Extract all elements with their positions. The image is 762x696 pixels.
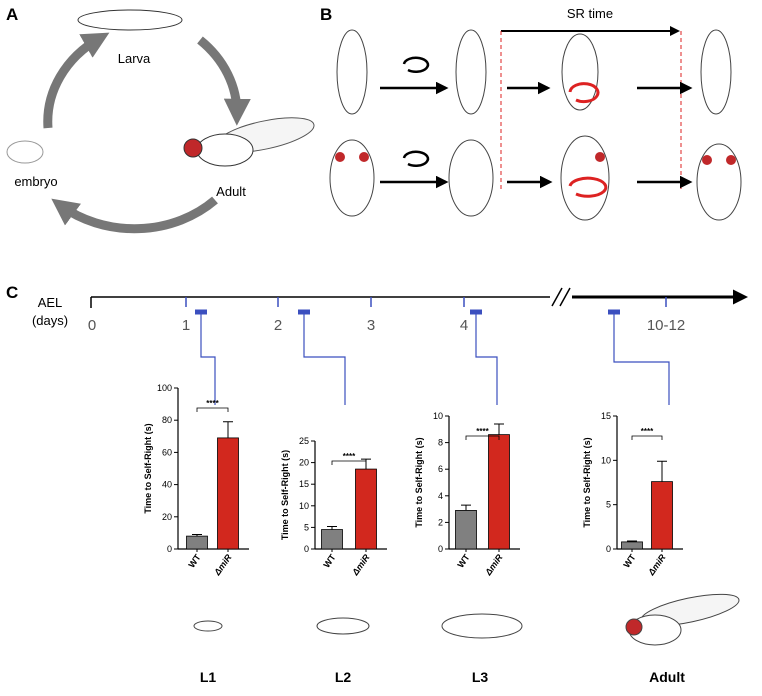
bar	[355, 468, 377, 550]
error-bar	[657, 460, 667, 482]
error-bar	[223, 421, 233, 438]
y-tick-label: 6	[438, 464, 443, 474]
y-tick-label: 80	[162, 415, 172, 425]
stage-label: Adult	[649, 669, 685, 685]
error-bar	[627, 540, 637, 542]
interval-label: SR time	[567, 6, 613, 21]
y-tick-label: 20	[162, 512, 172, 522]
significance-bracket	[196, 407, 229, 412]
stage-label: L3	[472, 669, 489, 685]
bar	[651, 481, 673, 550]
panel-label: C	[6, 283, 18, 302]
timeline-label: AEL	[38, 295, 63, 310]
larva-drawing	[77, 9, 183, 31]
stage-label: Larva	[118, 51, 151, 66]
y-tick-label: 0	[167, 544, 172, 554]
life-cycle	[43, 32, 251, 234]
embryo-drawing	[6, 140, 44, 164]
y-axis-label: Time to Self-Right (s)	[280, 450, 290, 540]
y-axis-label: Time to Self-Right (s)	[582, 437, 592, 527]
y-tick-label: 15	[299, 479, 309, 489]
error-bar	[494, 423, 504, 435]
significance-bracket	[631, 435, 663, 440]
x-tick-label: WT	[186, 552, 203, 570]
y-tick-label: 8	[438, 438, 443, 448]
x-tick-label: ΔmiR	[350, 552, 372, 578]
bar	[321, 529, 343, 550]
panel-label: A	[6, 5, 18, 24]
y-tick-label: 5	[606, 500, 611, 510]
x-tick-label: ΔmiR	[483, 552, 505, 578]
y-axis-label: Time to Self-Right (s)	[143, 423, 153, 513]
timeline-label: (days)	[32, 313, 68, 328]
bar	[217, 437, 239, 550]
bar	[455, 510, 477, 550]
error-bar	[327, 526, 337, 530]
y-tick-label: 40	[162, 480, 172, 490]
x-tick-label: ΔmiR	[646, 552, 668, 578]
bar	[621, 541, 643, 550]
y-tick-label: 15	[601, 411, 611, 421]
y-tick-label: 4	[438, 491, 443, 501]
x-tick-label: WT	[455, 552, 472, 570]
y-tick-label: 10	[299, 501, 309, 511]
timeline-tick-label: 0	[88, 317, 96, 334]
error-bar	[192, 534, 202, 537]
significance-label: ****	[206, 399, 219, 408]
y-tick-label: 2	[438, 517, 443, 527]
significance-bracket	[465, 435, 500, 440]
y-tick-label: 5	[304, 522, 309, 532]
y-tick-label: 10	[433, 411, 443, 421]
timeline-tick-label: 10-12	[647, 317, 685, 334]
error-bar	[461, 504, 471, 511]
x-tick-label: ΔmiR	[212, 552, 234, 578]
timeline-tick-label: 2	[274, 317, 282, 334]
y-tick-label: 60	[162, 447, 172, 457]
timeline-tick-label: 4	[460, 317, 468, 334]
stage-label: embryo	[14, 174, 57, 189]
x-tick-label: WT	[621, 552, 638, 570]
y-tick-label: 100	[157, 383, 172, 393]
significance-bracket	[331, 460, 367, 465]
x-tick-label: WT	[321, 552, 338, 570]
righting-diagram	[329, 26, 742, 221]
y-tick-label: 0	[606, 544, 611, 554]
significance-label: ****	[343, 452, 356, 461]
stage-label: L1	[200, 669, 217, 685]
timeline-tick-label: 1	[182, 317, 190, 334]
y-tick-label: 20	[299, 458, 309, 468]
y-axis-label: Time to Self-Right (s)	[414, 437, 424, 527]
bar	[186, 535, 208, 550]
stage-label: L2	[335, 669, 352, 685]
y-tick-label: 0	[304, 544, 309, 554]
stage-drawings	[193, 593, 740, 646]
significance-label: ****	[641, 427, 654, 436]
y-tick-label: 25	[299, 436, 309, 446]
bar	[488, 434, 510, 550]
y-tick-label: 0	[438, 544, 443, 554]
significance-label: ****	[476, 427, 489, 436]
panel-label: B	[320, 5, 332, 24]
y-tick-label: 10	[601, 455, 611, 465]
stage-label: Adult	[216, 184, 246, 199]
timeline-tick-label: 3	[367, 317, 375, 334]
timeline	[90, 287, 748, 405]
fly-drawing	[183, 117, 315, 167]
